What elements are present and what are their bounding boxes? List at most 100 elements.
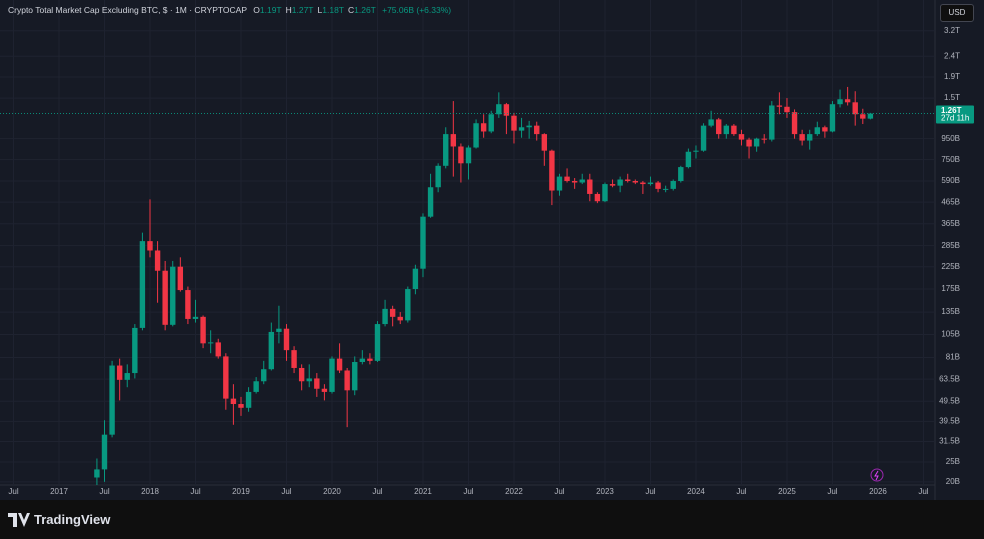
brand-name: TradingView: [34, 512, 111, 527]
candle-body: [223, 356, 229, 399]
brand-logo: [8, 512, 30, 527]
ohlc-value: 1.26T: [354, 5, 376, 15]
candle-body: [496, 104, 502, 115]
candle-body: [405, 289, 411, 321]
candle-body: [94, 469, 100, 478]
y-tick-label: 31.5B: [939, 437, 960, 446]
candle-body: [632, 181, 639, 183]
candle-body: [245, 391, 252, 408]
change: +75.06B (+6.33%): [382, 5, 452, 15]
candle-body: [738, 134, 745, 140]
candle-body: [215, 342, 221, 357]
chart: 20B 25B 31.5B 39.5B 49.5B 63.5B 81B 105B 135B 175…: [0, 0, 984, 500]
y-tick-label: 465B: [941, 197, 960, 206]
candle-body: [829, 104, 836, 132]
candle-body: [488, 114, 494, 132]
candle-body: [147, 241, 153, 251]
candle-body: [860, 114, 866, 119]
candle-body: [420, 216, 426, 269]
candle-body: [685, 151, 692, 168]
candle-body: [154, 250, 161, 271]
y-tick-label: 365B: [941, 219, 960, 228]
candle-body: [556, 176, 563, 191]
candle-body: [177, 266, 184, 291]
candle-body: [170, 266, 176, 325]
candle-body: [162, 270, 168, 325]
x-tick-label: Jul: [918, 487, 928, 496]
candle-body: [784, 106, 790, 113]
symbol-title: Crypto Total Market Cap Excluding BTC, $…: [8, 5, 247, 15]
ohlc-values: O1.19T H1.27T L1.18T C1.26T: [249, 5, 375, 15]
ohlc-key: L: [317, 5, 323, 15]
candle-body: [587, 179, 593, 194]
x-tick-label: 2024: [687, 487, 705, 496]
candle-body: [132, 327, 138, 374]
candle-body: [450, 134, 457, 147]
x-tick-label: Jul: [372, 487, 382, 496]
candle-body: [526, 125, 532, 128]
x-tick-label: Jul: [281, 487, 291, 496]
y-tick-label: 2.4T: [944, 51, 960, 60]
x-tick-label: Jul: [736, 487, 746, 496]
candle-body: [822, 127, 828, 132]
candle-body: [321, 388, 328, 392]
candle-body: [116, 365, 123, 380]
candle-body: [314, 378, 320, 389]
y-tick-label: 3.2T: [944, 26, 960, 35]
candle-body: [799, 134, 805, 141]
y-tick-label: 81B: [946, 353, 960, 362]
candle-body: [746, 139, 752, 147]
x-tick-label: Jul: [190, 487, 200, 496]
candle-body: [791, 112, 798, 135]
y-tick-label: 175B: [941, 284, 960, 293]
x-tick-label: 2020: [323, 487, 341, 496]
candle-body: [837, 99, 843, 105]
candle-body: [329, 358, 335, 392]
x-tick-label: Jul: [463, 487, 473, 496]
x-tick-label: Jul: [99, 487, 109, 496]
candle-body: [579, 179, 585, 183]
candle-body: [511, 115, 517, 131]
candle-body: [200, 316, 206, 344]
x-tick-label: 2017: [50, 487, 68, 496]
candle-body: [518, 127, 525, 131]
candle-body: [352, 362, 358, 391]
candle-body: [647, 182, 654, 185]
y-tick-label: 20B: [946, 477, 960, 486]
ohlc-value: 1.19T: [259, 5, 282, 15]
candle-body: [723, 125, 730, 135]
ohlc-value: 1.18T: [322, 5, 344, 15]
candle-body: [670, 181, 676, 189]
x-tick-label: 2023: [596, 487, 614, 496]
last-price-label: 1.26T: [941, 106, 962, 115]
last-price-box: [936, 105, 974, 124]
currency-button[interactable]: USD: [940, 4, 974, 22]
candle-body: [253, 381, 259, 392]
candle-body: [814, 127, 820, 135]
countdown: 27d 11h: [941, 114, 969, 123]
candle-body: [207, 342, 214, 344]
candle-body: [458, 146, 464, 164]
candle-body: [731, 125, 737, 135]
candle-body: [192, 316, 199, 319]
ohlc-key: H: [285, 5, 292, 15]
y-tick-label: 590B: [941, 176, 960, 185]
candle-body: [761, 138, 767, 140]
event-icon[interactable]: [870, 468, 884, 482]
y-tick-label: 105B: [941, 330, 960, 339]
y-tick-label: 63.5B: [939, 374, 960, 383]
candle-body: [617, 179, 623, 186]
x-tick-label: 2022: [505, 487, 523, 496]
x-tick-label: 2019: [232, 487, 250, 496]
ohlc-value: 1.27T: [291, 5, 314, 15]
candle-body: [238, 404, 244, 408]
candle-body: [753, 138, 760, 147]
candle-body: [109, 365, 115, 435]
y-tick-label: 950B: [941, 134, 960, 143]
candle-body: [306, 378, 312, 382]
legend-header: Crypto Total Market Cap Excluding BTC, $…: [8, 5, 451, 15]
candle-body: [662, 188, 669, 190]
candle-body: [397, 316, 403, 321]
x-tick-label: 2026: [869, 487, 887, 496]
candle-body: [640, 182, 646, 185]
